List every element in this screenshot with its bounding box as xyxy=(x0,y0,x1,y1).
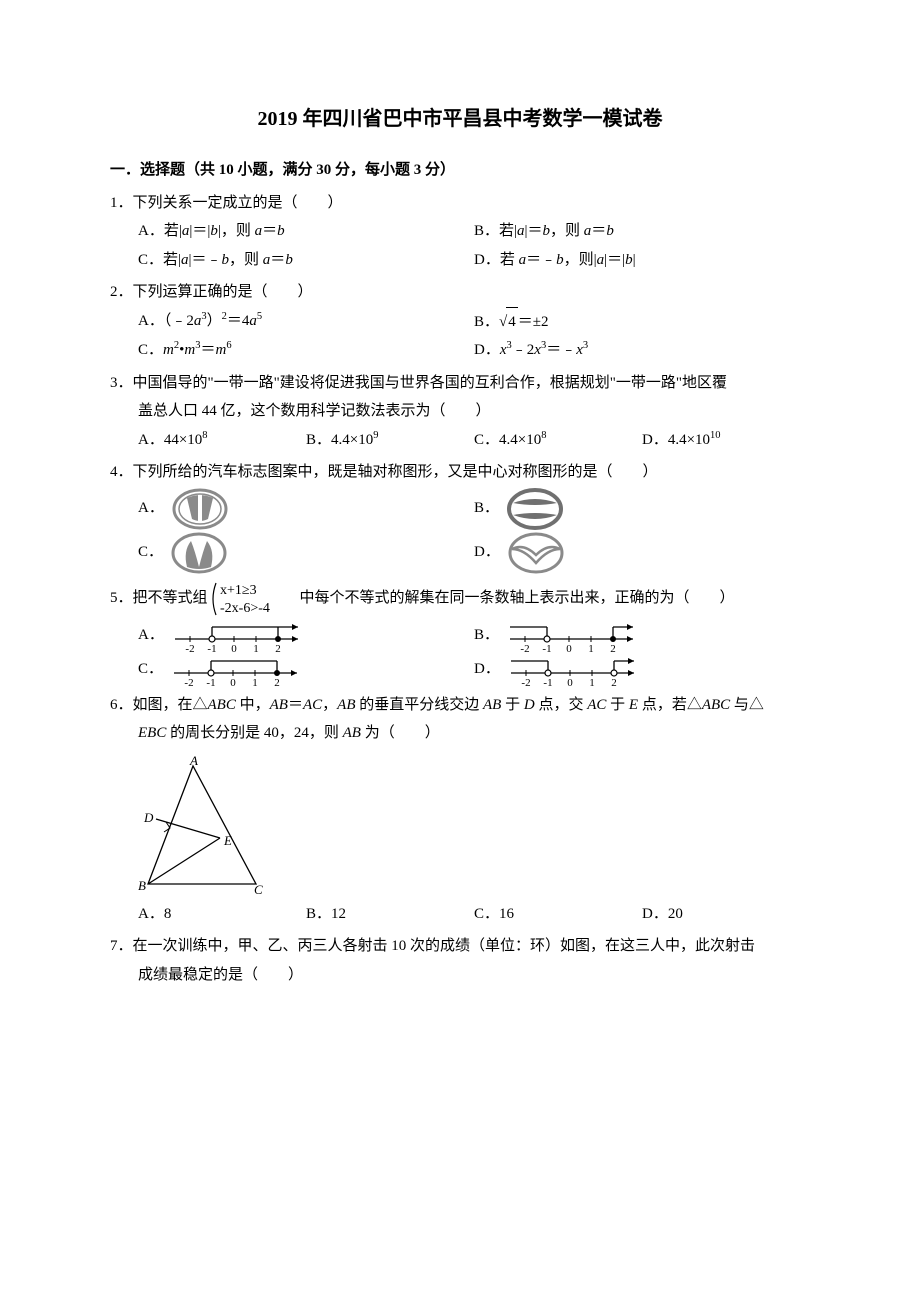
svg-text:0: 0 xyxy=(231,643,237,653)
logo-a-icon xyxy=(170,487,230,531)
q3-stem2: 盖总人口 44 亿，这个数用科学记数法表示为（ ） xyxy=(110,397,810,426)
q5-opt-c: C． -2 -1 0 1 2 xyxy=(138,653,474,687)
q6-opt-a: A．8 xyxy=(138,900,306,929)
q4-opt-d: D． xyxy=(474,531,810,575)
svg-text:1: 1 xyxy=(589,677,595,687)
svg-text:1: 1 xyxy=(588,643,594,653)
logo-b-icon xyxy=(505,487,565,531)
question-5: 5．把不等式组 x+1≥3 -2x-6>-4 中每个不等式的解集在同一条数轴上表… xyxy=(110,579,810,687)
svg-text:E: E xyxy=(223,833,232,848)
svg-text:-1: -1 xyxy=(206,677,215,687)
q2-opt-c: C．m2•m3＝m6 xyxy=(138,336,474,365)
numberline-c-icon: -2 -1 0 1 2 xyxy=(169,653,309,687)
q4-opt-b: B． xyxy=(474,487,810,531)
q4-stem: 4．下列所给的汽车标志图案中，既是轴对称图形，又是中心对称图形的是（ ） xyxy=(110,458,810,487)
q1-opt-c: C．若|a|＝﹣b，则 a＝b xyxy=(138,246,474,275)
question-2: 2．下列运算正确的是（ ） A．（﹣2a3）2＝4a5 B．√4＝±2 C．m2… xyxy=(110,278,810,365)
q7-stem1: 7．在一次训练中，甲、乙、丙三人各射击 10 次的成绩（单位：环）如图，在这三人… xyxy=(110,932,810,961)
svg-text:D: D xyxy=(143,810,154,825)
q3-stem1: 3．中国倡导的"一带一路"建设将促进我国与世界各国的互利合作，根据规划"一带一路… xyxy=(110,369,810,398)
q1-opt-d: D．若 a＝﹣b，则|a|＝|b| xyxy=(474,246,810,275)
svg-text:C: C xyxy=(254,882,263,896)
section-1-header: 一．选择题（共 10 小题，满分 30 分，每小题 3 分） xyxy=(110,156,810,185)
q4-opt-c: C． xyxy=(138,531,474,575)
q7-stem2: 成绩最稳定的是（ ） xyxy=(110,961,810,990)
svg-text:0: 0 xyxy=(567,677,573,687)
svg-text:-2: -2 xyxy=(185,643,194,653)
svg-text:-2: -2 xyxy=(184,677,193,687)
q6-opt-d: D．20 xyxy=(642,900,810,929)
question-7: 7．在一次训练中，甲、乙、丙三人各射击 10 次的成绩（单位：环）如图，在这三人… xyxy=(110,932,810,989)
q1-opt-b: B．若|a|＝b，则 a＝b xyxy=(474,217,810,246)
svg-text:-2x-6>-4: -2x-6>-4 xyxy=(220,601,270,616)
svg-text:0: 0 xyxy=(230,677,236,687)
q2-stem: 2．下列运算正确的是（ ） xyxy=(110,278,810,307)
svg-text:-1: -1 xyxy=(542,643,551,653)
q4-opt-a: A． xyxy=(138,487,474,531)
svg-text:A: A xyxy=(189,756,198,768)
q2-opt-d: D．x3﹣2x3＝﹣x3 xyxy=(474,336,810,365)
q3-opt-a: A．44×108 xyxy=(138,426,306,455)
q2-opt-b: B．√4＝±2 xyxy=(474,307,810,337)
svg-text:2: 2 xyxy=(611,677,617,687)
q6-stem1: 6．如图，在△ABC 中，AB＝AC，AB 的垂直平分线交边 AB 于 D 点，… xyxy=(110,691,810,720)
question-3: 3．中国倡导的"一带一路"建设将促进我国与世界各国的互利合作，根据规划"一带一路… xyxy=(110,369,810,455)
q5-opt-b: B． -2 -1 0 1 2 xyxy=(474,619,810,653)
question-4: 4．下列所给的汽车标志图案中，既是轴对称图形，又是中心对称图形的是（ ） A． … xyxy=(110,458,810,575)
numberline-d-icon: -2 -1 0 1 2 xyxy=(506,653,646,687)
svg-text:-1: -1 xyxy=(543,677,552,687)
q2-opt-a: A．（﹣2a3）2＝4a5 xyxy=(138,307,474,337)
q5-opt-d: D． -2 -1 0 1 2 xyxy=(474,653,810,687)
q3-opt-d: D．4.4×1010 xyxy=(642,426,810,455)
svg-text:-2: -2 xyxy=(520,643,529,653)
numberline-b-icon: -2 -1 0 1 2 xyxy=(505,619,645,653)
inequality-system-icon: x+1≥3 -2x-6>-4 xyxy=(208,579,300,619)
svg-text:-2: -2 xyxy=(521,677,530,687)
question-6: 6．如图，在△ABC 中，AB＝AC，AB 的垂直平分线交边 AB 于 D 点，… xyxy=(110,691,810,929)
q3-opt-c: C．4.4×108 xyxy=(474,426,642,455)
q3-opt-b: B．4.4×109 xyxy=(306,426,474,455)
q6-stem2: EBC 的周长分别是 40，24，则 AB 为（ ） xyxy=(110,719,810,748)
q6-opt-b: B．12 xyxy=(306,900,474,929)
q6-figure: A B C D E xyxy=(138,756,810,896)
svg-text:B: B xyxy=(138,878,146,893)
numberline-a-icon: -2 -1 0 1 2 xyxy=(170,619,310,653)
svg-text:0: 0 xyxy=(566,643,572,653)
exam-title: 2019 年四川省巴中市平昌县中考数学一模试卷 xyxy=(110,100,810,138)
svg-text:x+1≥3: x+1≥3 xyxy=(220,583,257,598)
q5-stem: 5．把不等式组 x+1≥3 -2x-6>-4 中每个不等式的解集在同一条数轴上表… xyxy=(110,579,810,619)
q1-stem: 1．下列关系一定成立的是（ ） xyxy=(110,189,810,218)
svg-text:2: 2 xyxy=(274,677,280,687)
svg-text:2: 2 xyxy=(275,643,281,653)
logo-d-icon xyxy=(506,531,566,575)
svg-text:1: 1 xyxy=(252,677,258,687)
q1-opt-a: A．若|a|＝|b|，则 a＝b xyxy=(138,217,474,246)
logo-c-icon xyxy=(169,531,229,575)
svg-text:1: 1 xyxy=(253,643,259,653)
q5-opt-a: A． -2 -1 0 1 2 xyxy=(138,619,474,653)
q6-opt-c: C．16 xyxy=(474,900,642,929)
triangle-figure-icon: A B C D E xyxy=(138,756,278,896)
svg-text:2: 2 xyxy=(610,643,616,653)
question-1: 1．下列关系一定成立的是（ ） A．若|a|＝|b|，则 a＝b B．若|a|＝… xyxy=(110,189,810,275)
svg-text:-1: -1 xyxy=(207,643,216,653)
